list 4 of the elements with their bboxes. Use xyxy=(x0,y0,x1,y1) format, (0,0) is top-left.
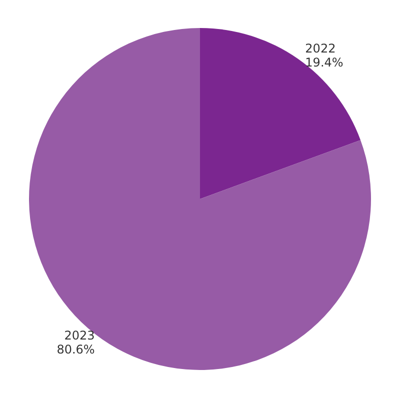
slice-label: 2023 xyxy=(64,328,95,342)
data-label: 80.6% xyxy=(56,342,95,356)
data-label: 19.4% xyxy=(305,56,344,70)
slice-label: 2022 xyxy=(305,42,336,56)
